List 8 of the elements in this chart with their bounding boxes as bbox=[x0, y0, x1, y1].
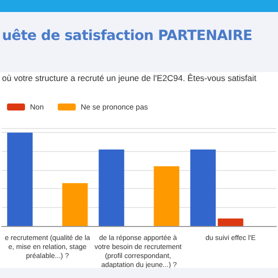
bar bbox=[98, 149, 124, 226]
bar bbox=[62, 183, 88, 226]
bar bbox=[190, 149, 216, 226]
bar bbox=[218, 218, 244, 226]
chart-title: uête de satisfaction PARTENAIRE bbox=[2, 28, 252, 44]
bar bbox=[7, 132, 33, 226]
chart-subtitle: où votre structure a recruté un jeune de l'E2C94. Êtes-vous satisfait bbox=[2, 73, 256, 83]
bar bbox=[154, 166, 180, 226]
